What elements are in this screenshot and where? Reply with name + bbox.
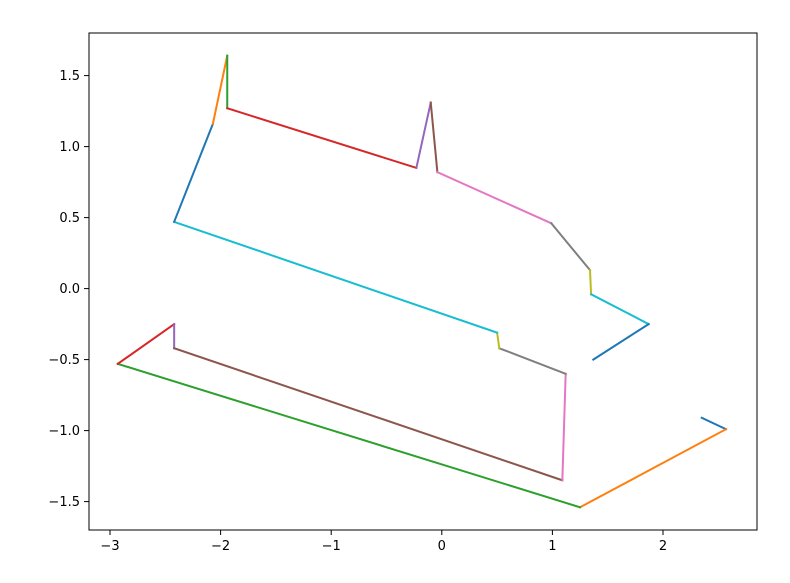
line-segment-3 bbox=[116, 322, 176, 366]
y-tick-label: −0.5 bbox=[48, 353, 80, 368]
x-tick: 1 bbox=[548, 530, 557, 554]
line-segment-10 bbox=[172, 122, 215, 224]
x-tick-label: 2 bbox=[659, 539, 667, 554]
line-segment-11 bbox=[211, 54, 229, 126]
y-tick-label: −1.0 bbox=[48, 424, 80, 439]
y-tick-label: −1.5 bbox=[48, 495, 80, 510]
y-tick: 0.5 bbox=[59, 211, 89, 226]
x-axis: −3 −2 −1 0 1 2 bbox=[100, 530, 667, 554]
line-segment-19 bbox=[589, 292, 650, 326]
y-tick-label: 0.0 bbox=[59, 282, 80, 297]
y-tick: 1.0 bbox=[59, 140, 89, 155]
line-segment-15 bbox=[429, 101, 439, 174]
y-axis: −1.5 −1.0 −0.5 0.0 0.5 1.0 1.5 bbox=[48, 69, 89, 510]
line-segment-17 bbox=[549, 221, 592, 272]
x-tick: −2 bbox=[211, 530, 230, 554]
line-segment-13 bbox=[225, 107, 418, 170]
y-tick: 1.5 bbox=[59, 69, 89, 84]
line-segment-16 bbox=[436, 170, 553, 225]
line-segment-1 bbox=[578, 427, 728, 509]
y-tick: −1.0 bbox=[48, 424, 89, 439]
x-tick: −1 bbox=[322, 530, 341, 554]
x-tick: 2 bbox=[659, 530, 667, 554]
y-tick-label: 1.0 bbox=[59, 140, 80, 155]
line-segment-2 bbox=[116, 362, 582, 509]
line-segment-14 bbox=[415, 101, 432, 170]
x-tick: 0 bbox=[438, 530, 446, 554]
line-segment-8 bbox=[495, 331, 501, 350]
line-segment-18 bbox=[588, 269, 593, 296]
x-tick-label: −3 bbox=[100, 539, 119, 554]
line-segment-9 bbox=[172, 220, 499, 334]
line-segment-20 bbox=[591, 322, 650, 361]
x-tick-label: −2 bbox=[211, 539, 230, 554]
line-segment-7 bbox=[498, 346, 567, 376]
x-tick-label: 0 bbox=[438, 539, 446, 554]
x-tick-label: −1 bbox=[322, 539, 341, 554]
line-segment-6 bbox=[561, 372, 567, 482]
y-tick-label: 1.5 bbox=[59, 69, 80, 84]
line-segment-0 bbox=[700, 416, 728, 431]
x-tick-label: 1 bbox=[548, 539, 556, 554]
x-tick: −3 bbox=[100, 530, 120, 554]
line-segments bbox=[116, 54, 728, 509]
y-tick: −1.5 bbox=[48, 495, 89, 510]
axes-frame bbox=[88, 32, 758, 531]
y-tick: 0.0 bbox=[59, 282, 89, 297]
line-segment-5 bbox=[172, 346, 564, 482]
y-tick: −0.5 bbox=[48, 353, 89, 368]
y-tick-label: 0.5 bbox=[59, 211, 80, 226]
